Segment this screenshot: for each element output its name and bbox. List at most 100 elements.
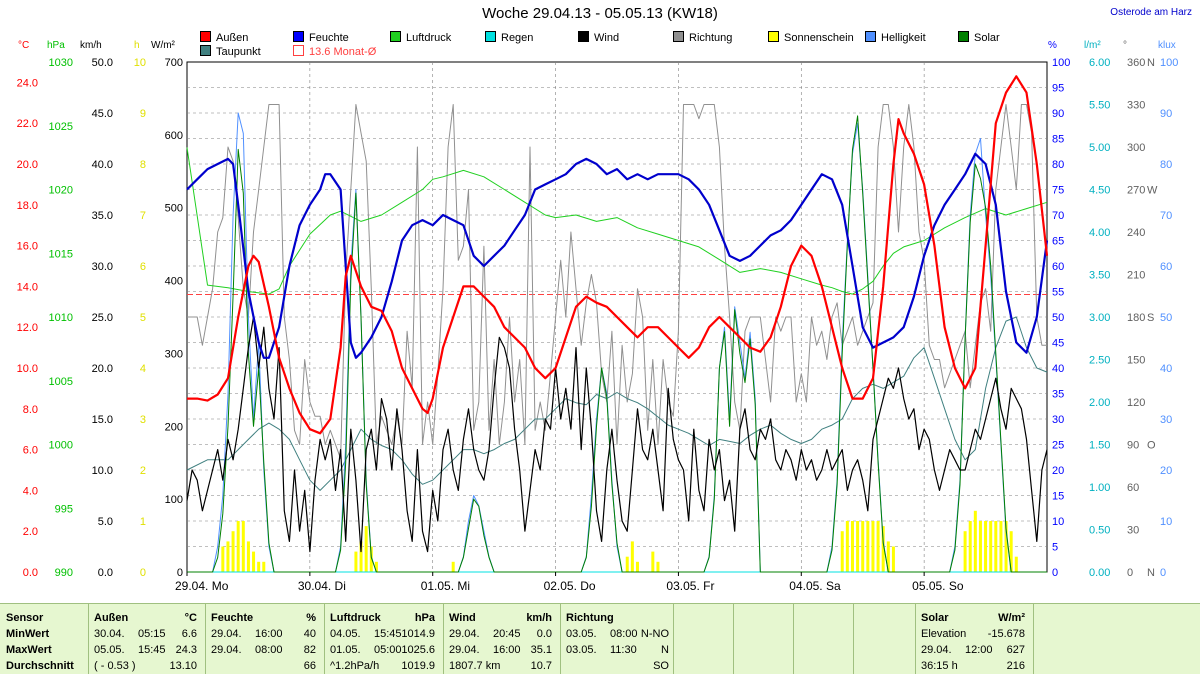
tick-label-hpa: 990: [55, 567, 73, 579]
x-tick-label: 03.05. Fr: [666, 579, 714, 593]
solar-max-time: 12:00: [965, 644, 993, 656]
tick-label-temp: 6.0: [23, 445, 38, 457]
legend-label: 13.6 Monat-Ø: [309, 46, 377, 58]
legend-item: Regen: [485, 31, 533, 44]
legend-swatch: [200, 31, 211, 42]
col-luftdruck: Luftdruck hPa 04.05. 15:45 1014.9 01.05. 05:…: [324, 604, 444, 674]
tick-label-kmh: 40.0: [92, 159, 113, 171]
solar-duration: 36:15 h: [921, 660, 958, 672]
col-aussen: Außen °C 30.04. 05:15 6.6 05.05. 15:45 24.3 (…: [88, 604, 206, 674]
series-line-außen: [187, 75, 1049, 435]
tick-label-h: 3: [140, 414, 146, 426]
legend-item: Taupunkt: [200, 45, 261, 58]
col-empty-1: [673, 604, 734, 674]
col-empty-4: [853, 604, 916, 674]
sunshine-bar: [978, 521, 982, 572]
sunshine-bar: [354, 551, 358, 572]
tick-label-lm2: 5.00: [1089, 142, 1110, 154]
sunshine-bars: [221, 510, 1018, 572]
legend-label: Taupunkt: [216, 46, 261, 58]
wind-min-time: 20:45: [493, 628, 521, 640]
sunshine-bar: [881, 526, 885, 572]
x-tick-label: 01.05. Mi: [421, 579, 470, 593]
sunshine-bar: [886, 541, 890, 572]
unit-kmh: km/h: [80, 40, 102, 51]
unit-solar: W/m²: [998, 612, 1025, 624]
tick-label-pct: 60: [1052, 261, 1064, 273]
tick-label-lm2: 1.50: [1089, 440, 1110, 452]
tick-label-deg: 210: [1127, 270, 1145, 282]
tick-label-pct: 25: [1052, 440, 1064, 452]
tick-label-lm2: 6.00: [1089, 57, 1110, 69]
x-tick-label: 04.05. Sa: [789, 579, 841, 593]
col-solar: Solar W/m² Elevation -15.678 29.04. 12:00 62…: [915, 604, 1034, 674]
axes: 0.02.04.06.08.010.012.014.016.018.020.02…: [17, 57, 1179, 593]
sunshine-bar: [236, 521, 240, 572]
tick-label-pct: 95: [1052, 83, 1064, 95]
tick-label-temp: 16.0: [17, 241, 38, 253]
legend-label: Luftdruck: [406, 32, 452, 44]
tick-label-pct: 45: [1052, 338, 1064, 350]
tick-label-deg: 120: [1127, 397, 1145, 409]
row-label-max: MaxWert: [6, 644, 52, 656]
tick-label-deg: 0: [1127, 567, 1133, 579]
tick-label-wm2: 700: [165, 57, 183, 69]
tick-label-pct: 35: [1052, 389, 1064, 401]
header-sensor: Sensor: [6, 612, 44, 624]
sunshine-bar: [364, 526, 368, 572]
wind-min-value: 0.0: [536, 628, 552, 640]
tick-label-temp: 12.0: [17, 322, 38, 334]
tick-label-klux: 100: [1160, 57, 1178, 69]
unit-lm2: l/m²: [1084, 40, 1101, 51]
tick-label-kmh: 5.0: [98, 516, 113, 528]
sunshine-bar: [891, 546, 895, 572]
legend-swatch: [293, 31, 304, 42]
legend-swatch: [293, 45, 304, 56]
legend-item: Wind: [578, 31, 619, 44]
tick-label-hpa: 1005: [49, 376, 73, 388]
feuchte-min-time: 16:00: [255, 628, 283, 640]
tick-label-h: 4: [140, 363, 146, 375]
tick-label-temp: 4.0: [23, 485, 38, 497]
tick-label-hpa: 1010: [49, 312, 73, 324]
sunshine-bar: [257, 561, 261, 572]
tick-label-klux: 50: [1160, 312, 1172, 324]
row-label-avg: Durchschnitt: [6, 660, 74, 672]
tick-label-lm2: 0.50: [1089, 525, 1110, 537]
feuchte-min-value: 40: [303, 628, 316, 640]
sunshine-bar: [369, 546, 373, 572]
header-feuchte: Feuchte: [211, 612, 254, 624]
tick-label-wm2: 0: [177, 567, 183, 579]
legend-swatch: [768, 31, 779, 42]
tick-label-pct: 85: [1052, 134, 1064, 146]
col-empty-3: [793, 604, 854, 674]
tick-label-lm2: 0.00: [1089, 567, 1110, 579]
tick-label-deg: 150: [1127, 355, 1145, 367]
unit-temp: °C: [18, 40, 30, 51]
tick-label-kmh: 45.0: [92, 108, 113, 120]
tick-label-lm2: 1.00: [1089, 482, 1110, 494]
tick-label-h: 7: [140, 210, 146, 222]
wind-distance: 1807.7 km: [449, 660, 501, 672]
tick-label-wm2: 500: [165, 203, 183, 215]
richtung-max-value: N: [661, 644, 669, 656]
tick-label-temp: 14.0: [17, 281, 38, 293]
tick-label-temp: 2.0: [23, 526, 38, 538]
tick-label-wm2: 100: [165, 494, 183, 506]
tick-label-pct: 0: [1052, 567, 1058, 579]
richtung-min-value: N-NO: [640, 628, 669, 640]
tick-label-kmh: 25.0: [92, 312, 113, 324]
tick-label-temp: 22.0: [17, 118, 38, 130]
sunshine-bar: [656, 561, 660, 572]
header-aussen: Außen: [94, 612, 129, 624]
sunshine-bar: [221, 546, 225, 572]
tick-label-lm2: 2.50: [1089, 355, 1110, 367]
aussen-max-value: 24.3: [175, 644, 197, 656]
tick-label-hpa: 1025: [49, 121, 73, 133]
tick-label-kmh: 15.0: [92, 414, 113, 426]
legend-item: Solar: [958, 31, 1000, 44]
richtung-max-time: 11:30: [610, 644, 637, 656]
series-line-feuchte: [186, 152, 1049, 359]
sunshine-bar: [1004, 521, 1008, 572]
tick-label-lm2: 4.00: [1089, 227, 1110, 239]
